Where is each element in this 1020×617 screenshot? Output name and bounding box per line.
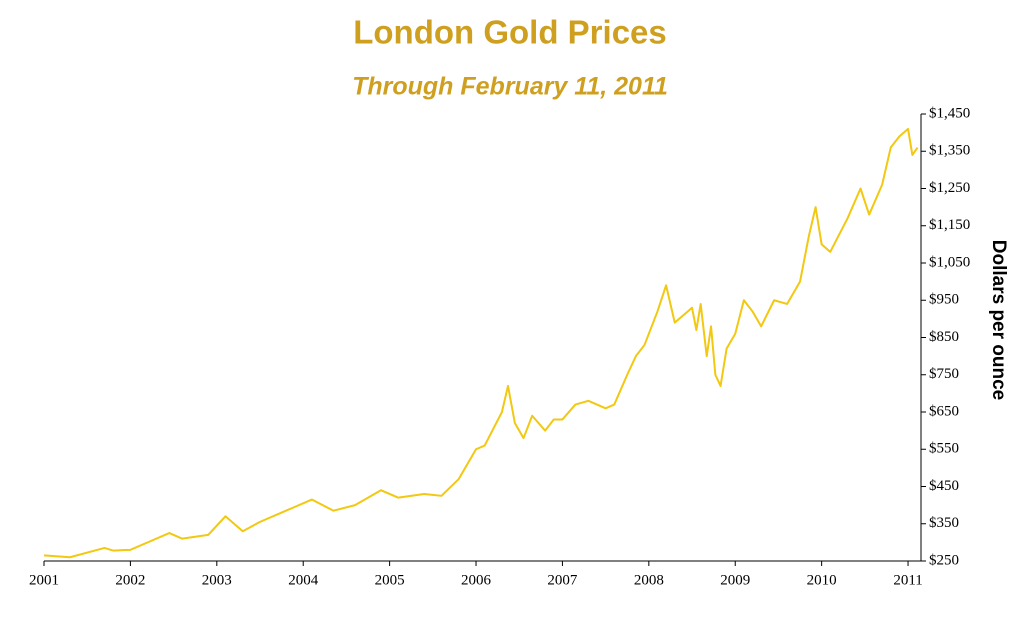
y-tick-label: $1,450: [929, 105, 970, 121]
y-tick-label: $1,050: [929, 254, 970, 270]
x-tick-label: 2009: [720, 572, 750, 588]
y-tick-label: $850: [929, 329, 959, 345]
y-tick-label: $750: [929, 366, 959, 382]
y-tick-label: $350: [929, 515, 959, 531]
x-tick-label: 2001: [29, 572, 59, 588]
chart-title: London Gold Prices: [353, 14, 667, 51]
y-tick-label: $250: [929, 552, 959, 568]
x-tick-label: 2004: [288, 572, 319, 588]
x-tick-label: 2006: [461, 572, 492, 588]
x-tick-label: 2011: [893, 572, 922, 588]
x-tick-label: 2005: [375, 572, 405, 588]
chart-subtitle: Through February 11, 2011: [352, 73, 668, 101]
y-tick-label: $550: [929, 441, 959, 457]
y-tick-label: $950: [929, 292, 959, 308]
x-tick-label: 2003: [202, 572, 232, 588]
x-tick-label: 2002: [115, 572, 145, 588]
y-tick-label: $450: [929, 478, 959, 494]
x-tick-label: 2008: [634, 572, 664, 588]
x-tick-label: 2010: [807, 572, 837, 588]
y-tick-label: $1,150: [929, 217, 970, 233]
y-tick-label: $1,350: [929, 143, 970, 159]
y-tick-label: $650: [929, 403, 959, 419]
y-tick-label: $1,250: [929, 180, 970, 196]
price-line: [43, 127, 919, 559]
y-axis-label: Dollars per ounce: [988, 240, 1009, 401]
x-tick-label: 2007: [547, 572, 578, 588]
